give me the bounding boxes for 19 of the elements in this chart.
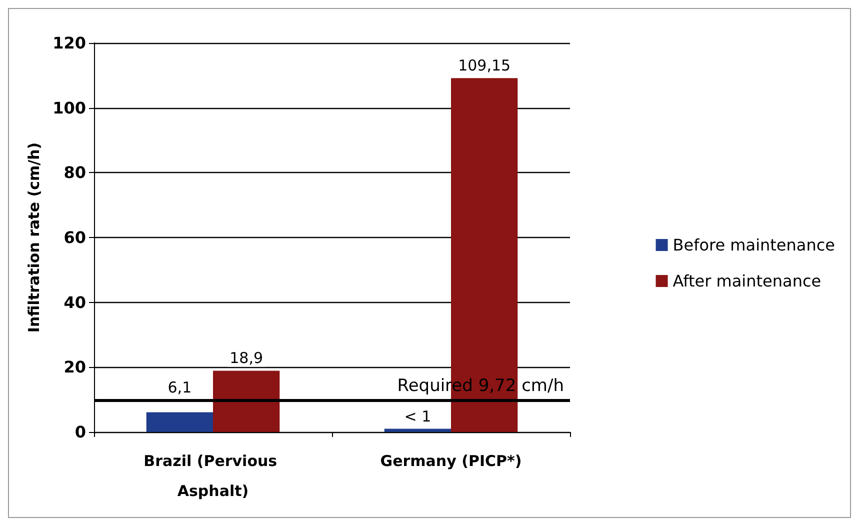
y-axis-title: Infiltration rate (cm/h) — [25, 142, 44, 333]
y-tick-label: 120 — [52, 34, 86, 52]
y-tick-label: 0 — [74, 422, 86, 442]
bar — [213, 370, 280, 432]
data-label: 6,1 — [168, 378, 192, 397]
bar — [384, 428, 451, 432]
legend-label: Before maintenance — [672, 236, 835, 254]
data-label: < 1 — [404, 407, 432, 426]
legend-label: After maintenance — [672, 272, 822, 290]
data-label: 18,9 — [230, 349, 264, 368]
y-tick-label: 40 — [64, 292, 86, 312]
x-tick-label: Brazil (Pervious Asphalt) — [144, 452, 282, 500]
y-tick-label: 100 — [52, 98, 86, 118]
data-label: 109,15 — [458, 56, 511, 75]
y-tick-label: 20 — [64, 358, 86, 377]
bar — [146, 412, 213, 432]
y-tick-label: 60 — [64, 228, 86, 247]
y-tick-label: 80 — [64, 163, 86, 182]
x-tick-label: Germany (PICP*) — [380, 452, 522, 470]
